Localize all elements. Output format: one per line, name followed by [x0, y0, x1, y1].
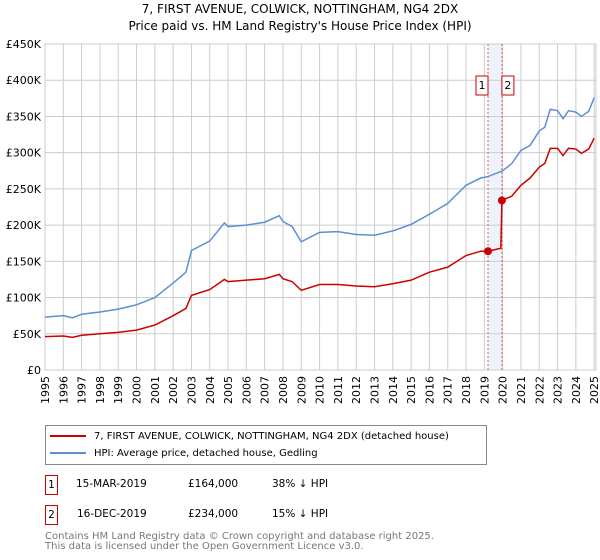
- x-tick-label: 2005: [222, 376, 235, 404]
- y-tick-label: £150K: [6, 255, 42, 268]
- x-tick-label: 1996: [57, 376, 70, 404]
- y-tick-label: £200K: [6, 219, 42, 232]
- x-tick-label: 2009: [295, 376, 308, 404]
- x-tick-label: 2003: [185, 376, 198, 404]
- y-tick-label: £300K: [6, 147, 42, 160]
- hpi-line: [44, 97, 595, 319]
- x-tick-label: 2024: [570, 376, 583, 404]
- x-tick-label: 2023: [552, 376, 565, 404]
- transaction-price: £234,000: [188, 508, 239, 520]
- x-tick-label: 2013: [369, 376, 382, 404]
- x-tick-label: 2012: [350, 376, 363, 404]
- y-tick-label: £350K: [6, 110, 42, 123]
- x-tick-label: 2008: [277, 376, 290, 404]
- y-tick-label: £50K: [13, 328, 42, 341]
- chart-subtitle: Price paid vs. HM Land Registry's House …: [128, 19, 472, 33]
- legend: 7, FIRST AVENUE, COLWICK, NOTTINGHAM, NG…: [45, 425, 487, 465]
- x-tick-label: 2004: [204, 376, 217, 404]
- x-tick-label: 2000: [131, 376, 144, 404]
- x-tick-label: 2016: [423, 376, 436, 404]
- x-tick-label: 2010: [314, 376, 327, 404]
- property-price-line: [44, 137, 595, 339]
- transaction-point: [497, 196, 506, 205]
- legend-item-hpi: HPI: Average price, detached house, Gedl…: [46, 445, 318, 461]
- footer-line: Contains HM Land Registry data © Crown c…: [45, 531, 434, 542]
- legend-label: 7, FIRST AVENUE, COLWICK, NOTTINGHAM, NG…: [94, 430, 449, 442]
- y-tick-label: £0: [27, 364, 41, 377]
- plot-frame: [44, 43, 597, 371]
- transaction-hpi: 38% ↓ HPI: [272, 478, 329, 490]
- transaction-marker: 2: [45, 505, 58, 525]
- x-tick-label: 1997: [76, 376, 89, 404]
- legend-label: HPI: Average price, detached house, Gedl…: [94, 447, 318, 459]
- transaction-marker: 1: [45, 475, 58, 495]
- footer-line: This data is licensed under the Open Gov…: [45, 541, 364, 552]
- x-tick-label: 1998: [94, 376, 107, 404]
- transaction-flag: [501, 75, 515, 96]
- x-tick-label: 2002: [167, 376, 180, 404]
- x-tick-label: 2014: [387, 376, 400, 404]
- transaction-hpi: 15% ↓ HPI: [272, 508, 329, 520]
- transaction-date: 16-DEC-2019: [77, 508, 147, 520]
- x-tick-label: 2011: [332, 376, 345, 404]
- transaction-flag-label: 2: [504, 79, 511, 92]
- x-tick-label: 2017: [442, 376, 455, 404]
- price-chart: £0 £50K £100K £150K £200K £250K £300K £350K £400…: [6, 38, 600, 404]
- y-tick-label: £400K: [6, 74, 42, 87]
- transaction-price: £164,000: [188, 478, 239, 490]
- x-tick-label: 2025: [588, 376, 600, 404]
- legend-item-property: 7, FIRST AVENUE, COLWICK, NOTTINGHAM, NG…: [46, 428, 449, 444]
- transaction-date: 15-MAR-2019: [76, 478, 147, 490]
- chart-title: 7, FIRST AVENUE, COLWICK, NOTTINGHAM, NG…: [141, 2, 459, 16]
- transaction-flag: [475, 75, 489, 96]
- x-tick-label: 2018: [460, 376, 473, 404]
- x-tick-label: 2006: [240, 376, 253, 404]
- x-tick-label: 2015: [405, 376, 418, 404]
- x-tick-label: 2019: [478, 376, 491, 404]
- y-tick-label: £100K: [6, 292, 42, 305]
- sale-period-shade: [487, 44, 502, 370]
- x-tick-label: 1999: [112, 376, 125, 404]
- x-tick-label: 1995: [39, 376, 52, 404]
- x-tick-label: 2001: [149, 376, 162, 404]
- y-tick-label: £450K: [6, 38, 42, 51]
- x-tick-label: 2021: [515, 376, 528, 404]
- x-tick-label: 2020: [497, 376, 510, 404]
- x-tick-label: 2007: [259, 376, 272, 404]
- transaction-point: [483, 247, 492, 256]
- y-tick-label: £250K: [6, 183, 42, 196]
- footer: Contains HM Land Registry data © Crown c…: [45, 532, 434, 552]
- x-tick-label: 2022: [533, 376, 546, 404]
- transaction-flag-label: 1: [478, 79, 485, 92]
